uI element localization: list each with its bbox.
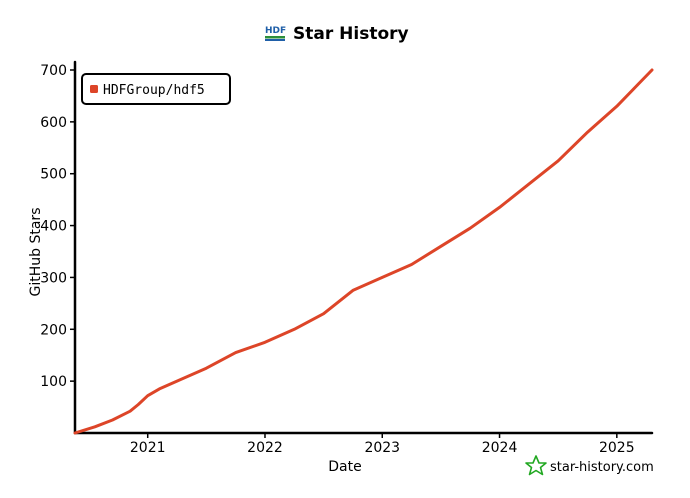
chart-title-text: Star History [293,24,409,44]
y-axis-ticks: 100 200 300 400 500 600 700 [40,63,75,390]
watermark-text: star-history.com [550,460,654,475]
y-tick-label: 200 [40,322,67,338]
star-outline-icon [525,455,547,476]
x-axis-label: Date [328,459,361,475]
legend-entry-label: HDFGroup/hdf5 [103,83,205,98]
x-tick-label: 2021 [130,440,166,456]
legend-box [81,73,231,105]
chart-title: HDF Star History [265,24,409,44]
series-line-hdfgroup-hdf5 [73,68,654,435]
x-tick-label: 2023 [364,440,400,456]
y-tick-label: 600 [40,115,67,131]
svg-text:HDF: HDF [265,26,286,36]
legend-swatch [90,85,98,93]
legend: HDFGroup/hdf5 [81,73,231,105]
x-tick-label: 2024 [482,440,518,456]
x-tick-label: 2022 [247,440,283,456]
hdf-logo-icon: HDF [265,26,286,41]
x-axis-ticks: 2021 2022 2023 2024 2025 [130,433,635,456]
watermark: star-history.com [525,455,654,476]
y-tick-label: 100 [40,374,67,390]
y-axis-label: GitHub Stars [28,208,44,297]
y-tick-label: 400 [40,219,67,235]
y-tick-label: 700 [40,63,67,79]
x-tick-label: 2025 [599,440,635,456]
y-tick-label: 300 [40,270,67,286]
y-tick-label: 500 [40,167,67,183]
